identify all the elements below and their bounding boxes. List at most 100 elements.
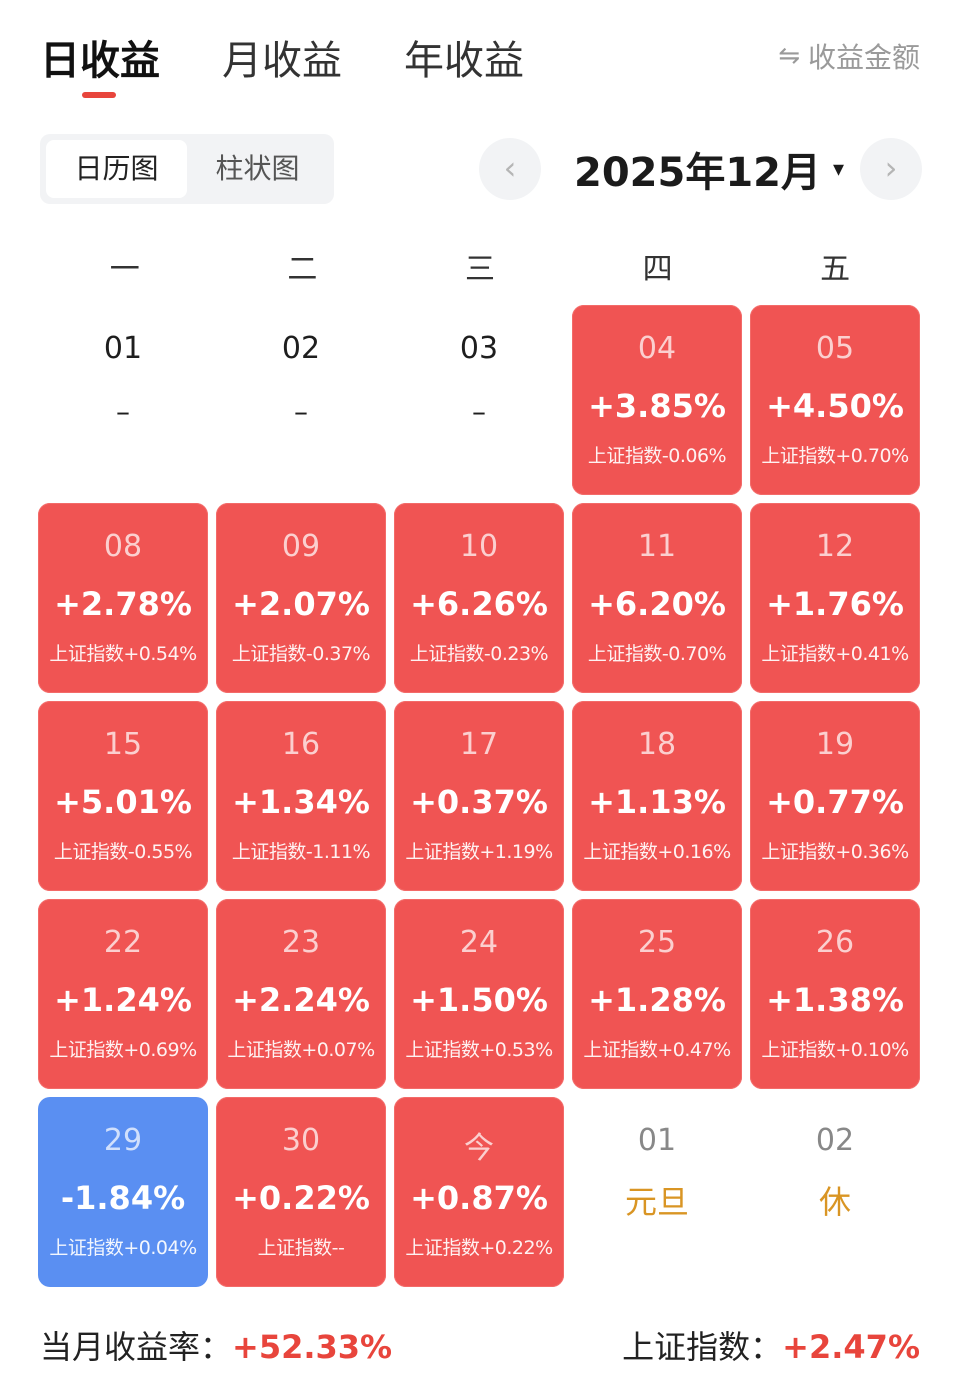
bar-view-button[interactable]: 柱状图 <box>215 152 300 185</box>
day-cell[interactable]: 01 – <box>38 305 208 495</box>
day-return: +1.28% <box>588 981 726 1019</box>
day-return: +2.24% <box>232 981 370 1019</box>
day-cell[interactable]: 11 +6.20% 上证指数-0.70% <box>572 503 742 693</box>
monthly-return-label: 当月收益率： <box>40 1328 233 1366</box>
day-cell[interactable]: 19 +0.77% 上证指数+0.36% <box>750 701 920 891</box>
day-return: +3.85% <box>588 387 726 425</box>
day-cell[interactable]: 24 +1.50% 上证指数+0.53% <box>394 899 564 1089</box>
day-cell[interactable]: 26 +1.38% 上证指数+0.10% <box>750 899 920 1089</box>
day-index-change: 上证指数+0.53% <box>405 1039 553 1061</box>
day-date: 18 <box>637 727 677 762</box>
calendar-view-button[interactable]: 日历图 <box>46 140 187 198</box>
day-cell[interactable]: 18 +1.13% 上证指数+0.16% <box>572 701 742 891</box>
day-date: 22 <box>103 925 143 960</box>
day-cell[interactable]: 17 +0.37% 上证指数+1.19% <box>394 701 564 891</box>
weekday-label: 一 <box>109 252 140 287</box>
day-return: +2.78% <box>54 585 192 623</box>
day-cell[interactable]: 10 +6.26% 上证指数-0.23% <box>394 503 564 693</box>
day-cell[interactable]: 02 休 <box>750 1097 920 1287</box>
amount-toggle-button[interactable]: ⇋ 收益金额 <box>778 36 920 76</box>
summary-footer: 当月收益率：+52.33% 上证指数：+2.47% <box>40 1322 920 1372</box>
day-date: 24 <box>459 925 499 960</box>
day-date: 11 <box>637 529 677 564</box>
day-date: 03 <box>459 331 499 366</box>
day-no-data: – <box>294 395 308 428</box>
day-index-change: 上证指数+0.70% <box>761 445 909 467</box>
day-cell[interactable]: 01 元旦 <box>572 1097 742 1287</box>
day-index-change: 上证指数+0.16% <box>583 841 731 863</box>
day-date: 17 <box>459 727 499 762</box>
tab-daily[interactable]: 日收益 <box>40 28 160 98</box>
day-date: 02 <box>281 331 321 366</box>
swap-icon: ⇋ <box>778 41 800 71</box>
day-cell[interactable]: 30 +0.22% 上证指数-- <box>216 1097 386 1287</box>
day-no-data: – <box>116 395 130 428</box>
day-return: +1.13% <box>588 783 726 821</box>
index-value: +2.47% <box>782 1328 920 1366</box>
tab-monthly[interactable]: 月收益 <box>222 38 342 84</box>
day-index-change: 上证指数+1.19% <box>405 841 553 863</box>
day-cell[interactable]: 16 +1.34% 上证指数-1.11% <box>216 701 386 891</box>
day-cell[interactable]: 04 +3.85% 上证指数-0.06% <box>572 305 742 495</box>
day-return: +0.87% <box>410 1179 548 1217</box>
day-cell[interactable]: 23 +2.24% 上证指数+0.07% <box>216 899 386 1089</box>
weekday-label: 五 <box>820 252 851 287</box>
day-cell[interactable]: 15 +5.01% 上证指数-0.55% <box>38 701 208 891</box>
day-date: 01 <box>637 1123 677 1158</box>
prev-month-button[interactable]: ‹ <box>479 138 541 200</box>
day-cell[interactable]: 03 – <box>394 305 564 495</box>
day-cell[interactable]: 29 -1.84% 上证指数+0.04% <box>38 1097 208 1287</box>
day-return: +1.24% <box>54 981 192 1019</box>
day-index-change: 上证指数-0.06% <box>587 445 727 467</box>
day-cell[interactable]: 22 +1.24% 上证指数+0.69% <box>38 899 208 1089</box>
day-return: +1.38% <box>766 981 904 1019</box>
day-cell[interactable]: 12 +1.76% 上证指数+0.41% <box>750 503 920 693</box>
day-return: +1.34% <box>232 783 370 821</box>
weekday-label: 三 <box>464 252 495 287</box>
day-cell[interactable]: 今 +0.87% 上证指数+0.22% <box>394 1097 564 1287</box>
day-return: +2.07% <box>232 585 370 623</box>
day-date: 09 <box>281 529 321 564</box>
day-date: 08 <box>103 529 143 564</box>
day-index-change: 上证指数+0.41% <box>761 643 909 665</box>
day-return: +4.50% <box>766 387 904 425</box>
day-index-change: 上证指数-0.70% <box>587 643 727 665</box>
day-return: +6.26% <box>410 585 548 623</box>
day-date: 12 <box>815 529 855 564</box>
day-date: 01 <box>103 331 143 366</box>
day-cell[interactable]: 05 +4.50% 上证指数+0.70% <box>750 305 920 495</box>
index-label: 上证指数： <box>622 1328 783 1366</box>
day-date: 30 <box>281 1123 321 1158</box>
month-selector[interactable]: 2025年12月 ▾ <box>574 140 844 198</box>
day-index-change: 上证指数-1.11% <box>231 841 371 863</box>
day-cell[interactable]: 09 +2.07% 上证指数-0.37% <box>216 503 386 693</box>
period-tabs: 日收益 月收益 年收益 <box>40 28 524 98</box>
day-index-change: 上证指数+0.04% <box>49 1237 197 1259</box>
next-month-button[interactable]: › <box>860 138 922 200</box>
index-summary: 上证指数：+2.47% <box>622 1322 920 1368</box>
day-index-change: 上证指数-0.55% <box>53 841 193 863</box>
day-date: 23 <box>281 925 321 960</box>
day-index-change: 上证指数+0.10% <box>761 1039 909 1061</box>
holiday-label: 元旦 <box>624 1183 689 1221</box>
weekday-label: 四 <box>642 252 673 287</box>
chevron-right-icon: › <box>884 149 898 187</box>
day-date: 02 <box>815 1123 855 1158</box>
day-cell[interactable]: 08 +2.78% 上证指数+0.54% <box>38 503 208 693</box>
day-date: 10 <box>459 529 499 564</box>
day-date: 05 <box>815 331 855 366</box>
day-return: +5.01% <box>54 783 192 821</box>
view-switch: 日历图 柱状图 <box>40 134 334 204</box>
amount-toggle-label: 收益金额 <box>807 41 920 74</box>
day-index-change: 上证指数-- <box>257 1237 345 1259</box>
day-return: +1.50% <box>410 981 548 1019</box>
day-return: -1.84% <box>60 1179 186 1217</box>
day-return: +0.77% <box>766 783 904 821</box>
monthly-return-value: +52.33% <box>232 1328 393 1366</box>
day-cell[interactable]: 02 – <box>216 305 386 495</box>
day-cell[interactable]: 25 +1.28% 上证指数+0.47% <box>572 899 742 1089</box>
day-return: +0.37% <box>410 783 548 821</box>
caret-down-icon: ▾ <box>833 156 845 182</box>
day-date: 19 <box>815 727 855 762</box>
tab-yearly[interactable]: 年收益 <box>404 38 524 84</box>
